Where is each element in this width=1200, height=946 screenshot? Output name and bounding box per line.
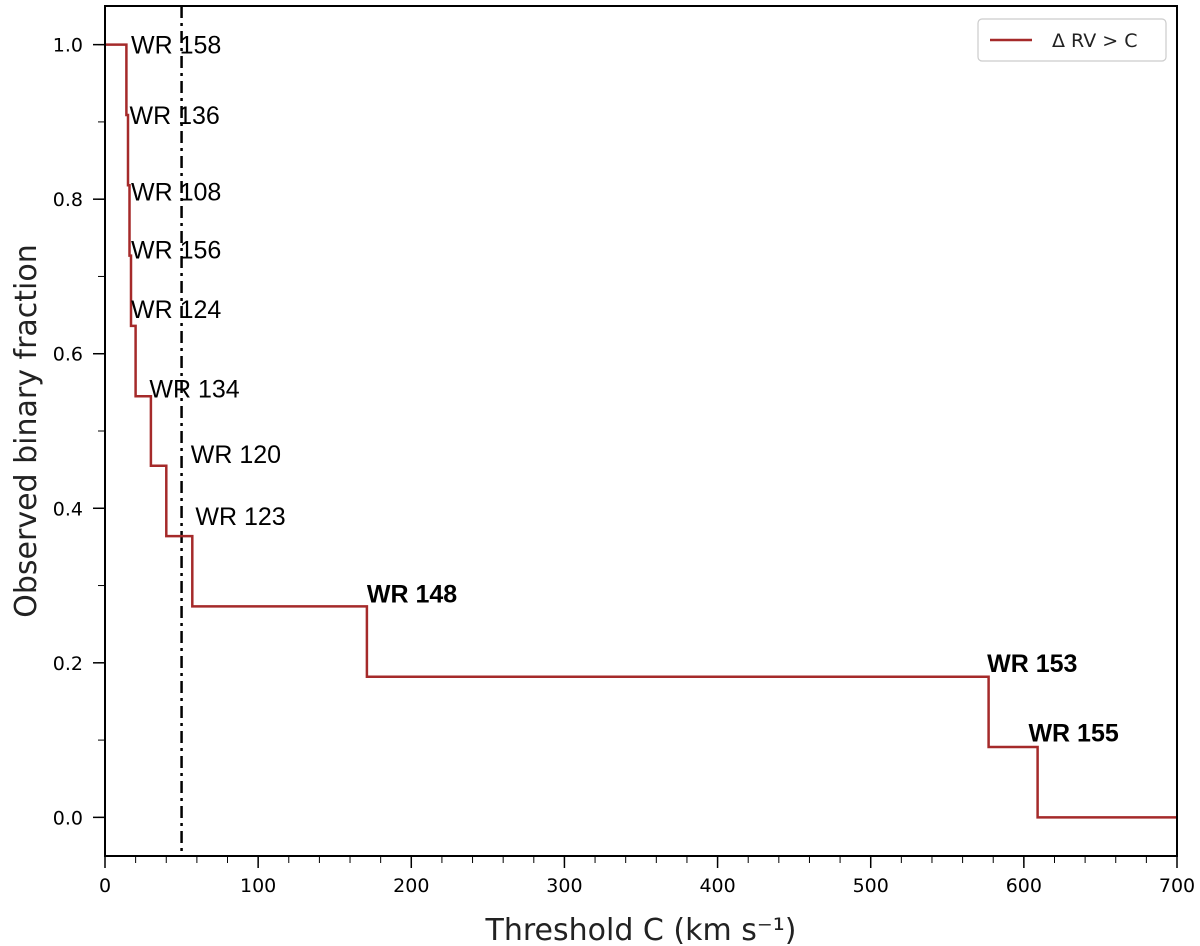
annotation-label: WR 136 [130, 102, 220, 130]
y-tick-label: 0.2 [53, 653, 83, 675]
annotation-label: WR 134 [149, 376, 239, 404]
x-tick-label: 100 [240, 875, 276, 897]
annotation-label: WR 156 [131, 236, 221, 264]
legend-label: Δ RV > C [1052, 30, 1137, 52]
x-tick-label: 300 [546, 875, 582, 897]
x-tick-label: 600 [1006, 875, 1042, 897]
x-tick-label: 0 [99, 875, 111, 897]
y-axis-ticks: 0.0 0.2 0.4 0.6 0.8 1.0 [53, 35, 105, 829]
legend-box [977, 18, 1167, 62]
x-tick-label: 500 [853, 875, 889, 897]
annotation-label: WR 124 [131, 296, 221, 324]
annotation-label: WR 123 [195, 503, 285, 531]
y-tick-label: 0.4 [53, 498, 83, 520]
annotation-label: WR 108 [131, 178, 221, 206]
y-tick-label: 0.6 [53, 344, 83, 366]
y-tick-label: 1.0 [53, 35, 83, 57]
series-layer [105, 43, 1177, 819]
x-axis-label: Threshold C (km s⁻¹) [485, 913, 797, 946]
x-tick-label: 200 [393, 875, 429, 897]
x-tick-label: 700 [1159, 875, 1195, 897]
annotation-label: WR 158 [131, 32, 221, 60]
y-tick-label: 0.8 [53, 189, 83, 211]
plot-area [105, 6, 1177, 856]
annotation-label: WR 120 [191, 441, 281, 469]
annotation-label: WR 155 [1028, 719, 1118, 747]
annotations: WR 158 WR 136 WR 108 WR 156 WR 124 WR 134 WR 1… [130, 32, 1119, 748]
legend: Δ RV > C [977, 18, 1167, 62]
annotation-label: WR 153 [987, 650, 1077, 678]
y-axis-label: Observed binary fraction [9, 244, 44, 618]
x-tick-label: 400 [699, 875, 735, 897]
y-tick-label: 0.0 [53, 807, 83, 829]
series-step-line [105, 43, 1177, 819]
annotation-label: WR 148 [367, 580, 457, 608]
x-axis-ticks: 0 100 200 300 400 500 600 700 [99, 856, 1195, 897]
